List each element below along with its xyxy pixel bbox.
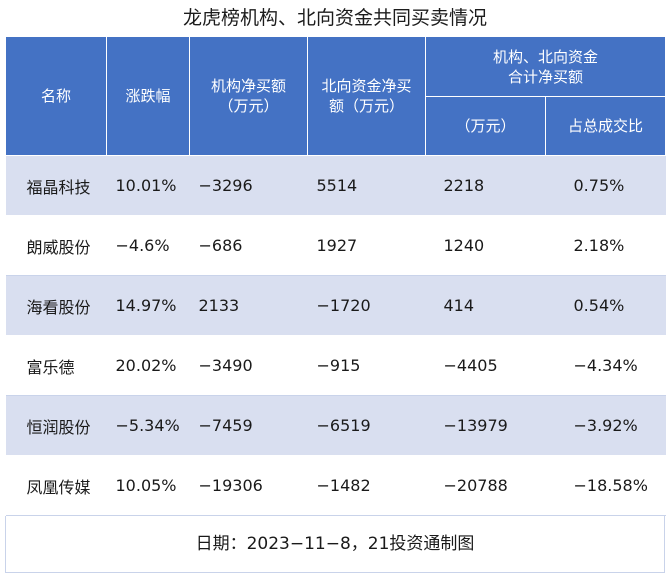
cell-name: 海看股份 <box>5 275 107 336</box>
cell-name: 恒润股份 <box>5 395 107 456</box>
table-row: 海看股份 14.97% 2133 −1720 414 0.54% <box>5 275 666 336</box>
header-inst-net: 机构净买额 （万元） <box>189 36 308 156</box>
cell-share: 0.75% <box>545 155 666 216</box>
cell-combined: 1240 <box>425 215 546 276</box>
cell-name: 朗威股份 <box>5 215 107 276</box>
cell-inst-net: 2133 <box>189 275 308 336</box>
header-turnover-share: 占总成交比 <box>544 96 667 156</box>
cell-inst-net: −7459 <box>189 395 308 456</box>
cell-combined: 2218 <box>425 155 546 216</box>
cell-share: −4.34% <box>545 335 666 396</box>
header-north-net: 北向资金净买 额（万元） <box>307 36 426 156</box>
header-combined-line1: 机构、北向资金 <box>493 47 599 66</box>
header-combined-unit: （万元） <box>425 96 546 156</box>
cell-inst-net: −3490 <box>189 335 308 396</box>
data-table: 名称 涨跌幅 机构净买额 （万元） 北向资金净买 额（万元） 机构、北向资金 合… <box>5 36 667 516</box>
cell-share: −18.58% <box>545 455 666 516</box>
page-title: 龙虎榜机构、北向资金共同买卖情况 <box>182 7 487 29</box>
header-combined-line2: 合计净买额 <box>508 67 584 86</box>
header-north-net-line2: 额（万元） <box>328 97 404 115</box>
cell-combined: −4405 <box>425 335 546 396</box>
table-row: 朗威股份 −4.6% −686 1927 1240 2.18% <box>5 215 666 276</box>
table-row: 富乐德 20.02% −3490 −915 −4405 −4.34% <box>5 335 666 396</box>
cell-combined: −20788 <box>425 455 546 516</box>
table-row: 凤凰传媒 10.05% −19306 −1482 −20788 −18.58% <box>5 455 666 516</box>
cell-name: 福晶科技 <box>5 155 107 216</box>
table-row: 恒润股份 −5.34% −7459 −6519 −13979 −3.92% <box>5 395 666 456</box>
cell-change: 10.01% <box>106 155 190 216</box>
cell-share: −3.92% <box>545 395 666 456</box>
footer-caption: 日期：2023−11−8，21投资通制图 <box>5 516 665 573</box>
cell-share: 2.18% <box>545 215 666 276</box>
cell-north-net: −1720 <box>307 275 426 336</box>
cell-change: 14.97% <box>106 275 190 336</box>
header-inst-net-line1: 机构净买额 <box>210 77 286 95</box>
cell-name: 富乐德 <box>5 335 107 396</box>
cell-combined: 414 <box>425 275 546 336</box>
header-north-net-line1: 北向资金净买 <box>321 77 412 95</box>
cell-change: −4.6% <box>106 215 190 276</box>
cell-north-net: −1482 <box>307 455 426 516</box>
cell-north-net: −915 <box>307 335 426 396</box>
cell-combined: −13979 <box>425 395 546 456</box>
header-combined: 机构、北向资金 合计净买额 <box>424 36 667 97</box>
header-inst-net-line2: （万元） <box>218 97 279 115</box>
header-name: 名称 <box>5 36 107 156</box>
cell-inst-net: −19306 <box>189 455 308 516</box>
cell-change: 10.05% <box>106 455 190 516</box>
cell-north-net: 1927 <box>307 215 426 276</box>
header-change: 涨跌幅 <box>106 36 190 156</box>
cell-inst-net: −686 <box>189 215 308 276</box>
cell-share: 0.54% <box>545 275 666 336</box>
cell-name: 凤凰传媒 <box>5 455 107 516</box>
cell-inst-net: −3296 <box>189 155 308 216</box>
cell-north-net: 5514 <box>307 155 426 216</box>
cell-change: 20.02% <box>106 335 190 396</box>
table-row: 福晶科技 10.01% −3296 5514 2218 0.75% <box>5 155 666 216</box>
cell-north-net: −6519 <box>307 395 426 456</box>
cell-change: −5.34% <box>106 395 190 456</box>
